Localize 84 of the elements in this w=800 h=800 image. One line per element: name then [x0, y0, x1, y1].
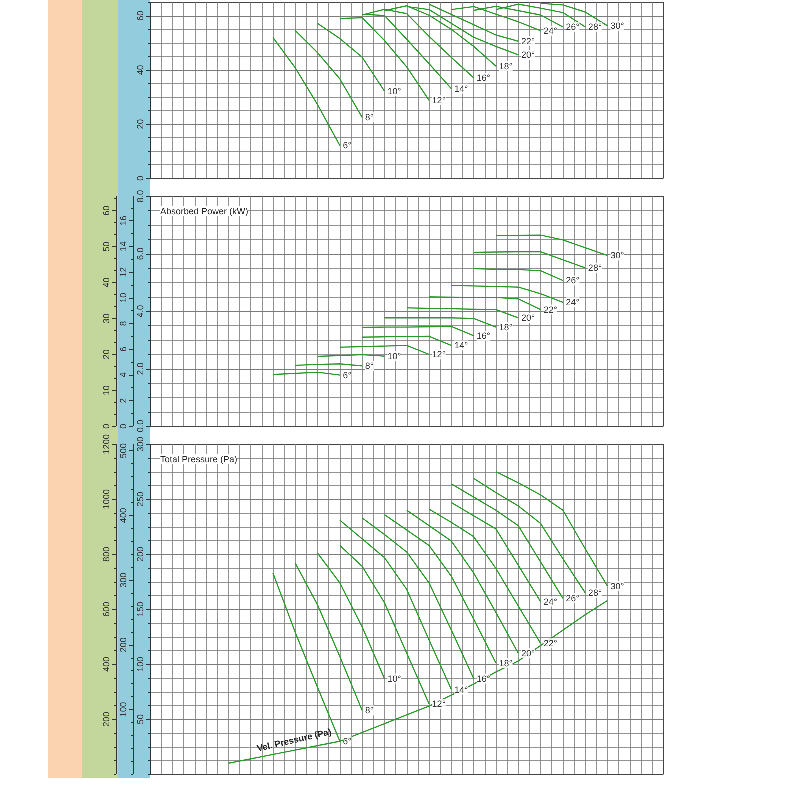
y3-tick-label: 800 — [102, 546, 112, 562]
series-label: 14° — [454, 684, 469, 695]
y-tick-label: 8.0 — [136, 190, 146, 203]
series-label: 14° — [454, 84, 469, 94]
y3-tick-label: 400 — [102, 656, 112, 672]
y2-tick-label: 16 — [118, 216, 128, 226]
series-label: 30° — [610, 21, 625, 32]
series-label: 26° — [566, 22, 580, 32]
y3-tick-label: 10 — [102, 386, 112, 396]
series-label: 22° — [522, 36, 536, 46]
series-label: 22° — [544, 638, 558, 649]
series-label: 16° — [476, 73, 491, 84]
series-label: 20° — [522, 648, 536, 658]
y2-tick-label: 400 — [118, 508, 128, 524]
text: Vel. Pressure (Pa) — [256, 726, 333, 754]
y2-tick-label: 500 — [118, 443, 128, 458]
series-label: 24° — [544, 596, 558, 607]
series-label: 10° — [388, 351, 402, 362]
series-label: 24° — [544, 26, 558, 36]
series-label: 30° — [610, 581, 625, 592]
series-label: 8° — [365, 706, 374, 716]
series-label: 10° — [388, 674, 402, 684]
y-tick-label: 60 — [136, 11, 146, 22]
y3-tick-label: 0 — [102, 424, 112, 430]
series-label: 26° — [566, 594, 580, 604]
y-tick-label: 0.0 — [136, 420, 146, 432]
series-label: 16° — [476, 674, 491, 684]
y-tick-label: 100 — [136, 656, 146, 672]
series-label: 18° — [499, 322, 514, 332]
series-label: 18° — [499, 658, 514, 668]
y2-tick-label: 200 — [118, 638, 128, 653]
y3-tick-label: 40 — [102, 278, 112, 288]
series-label: 28° — [588, 263, 602, 274]
y-tick-label: 4.0 — [136, 305, 146, 318]
series-label: 24° — [566, 298, 580, 308]
y-tick-label: 150 — [136, 602, 146, 618]
y-tick-label: 6.0 — [136, 248, 146, 260]
y3-tick-label: 60 — [102, 206, 112, 216]
series-label: 28° — [588, 588, 602, 598]
y2-tick-label: 14 — [118, 242, 128, 252]
series-label: 8° — [365, 361, 374, 372]
series-label: 6° — [343, 140, 352, 151]
series-label: 28° — [588, 22, 602, 32]
series-label: 18° — [499, 61, 514, 72]
y2-tick-label: 10 — [118, 293, 128, 304]
y3-tick-label: 50 — [102, 242, 112, 252]
series-label: 20° — [522, 50, 536, 60]
y-tick-label: 250 — [136, 492, 146, 508]
y3-tick-label: 1000 — [102, 489, 112, 510]
y2-tick-label: 6 — [118, 346, 128, 352]
y3-tick-label: 30 — [102, 314, 112, 324]
y-tick-label: 0 — [136, 176, 146, 182]
y2-tick-label: 12 — [118, 267, 128, 278]
y3-tick-label: 20 — [102, 350, 112, 360]
y2-tick-label: 100 — [118, 702, 128, 718]
text: Total Pressure (Pa) — [160, 454, 238, 464]
y2-tick-label: 0 — [118, 424, 128, 430]
y-tick-label: 2.0 — [136, 362, 146, 376]
series-label: 20° — [522, 313, 536, 324]
y3-tick-label: 600 — [102, 602, 112, 618]
y2-tick-label: 8 — [118, 321, 128, 326]
y3-tick-label: 200 — [102, 712, 112, 728]
series-label: 12° — [432, 699, 446, 710]
y3-tick-label: 1200 — [102, 434, 112, 455]
series-label: 22° — [544, 304, 558, 315]
series-label: 6° — [343, 736, 352, 746]
series-label: 10° — [388, 86, 402, 96]
y2-tick-label: 4 — [118, 372, 128, 378]
y-tick-label: 300 — [136, 436, 146, 452]
series-label: 12° — [432, 96, 446, 106]
series-label: 14° — [454, 340, 469, 351]
y2-tick-label: 300 — [118, 572, 128, 588]
y-tick-label: 200 — [136, 546, 146, 562]
y2-tick-label: 2 — [118, 398, 128, 404]
series-label: 26° — [566, 276, 580, 286]
series-label: 16° — [476, 330, 491, 341]
y-tick-label: 40 — [136, 65, 146, 76]
series-label: 30° — [610, 250, 625, 261]
series-label: 8° — [365, 112, 374, 123]
text: Absorbed Power (kW) — [160, 206, 249, 216]
series-label: 12° — [432, 350, 446, 360]
y-tick-label: 50 — [136, 714, 146, 725]
y-tick-label: 20 — [136, 119, 146, 130]
series-label: 6° — [343, 370, 352, 380]
